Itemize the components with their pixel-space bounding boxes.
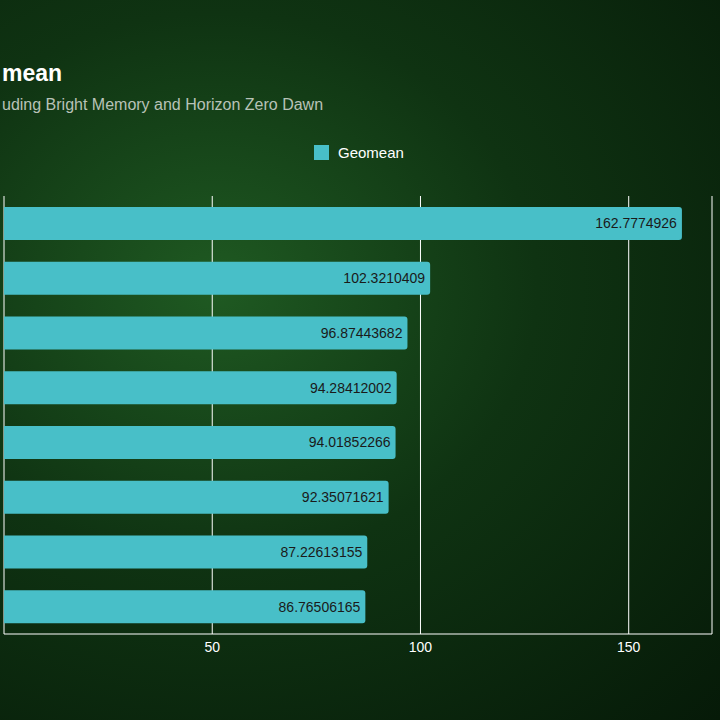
svg-text:100: 100	[409, 639, 433, 655]
svg-text:92.35071621: 92.35071621	[302, 489, 384, 505]
svg-text:162.7774926: 162.7774926	[595, 215, 677, 231]
svg-text:96.87443682: 96.87443682	[321, 325, 403, 341]
svg-text:50: 50	[204, 639, 220, 655]
html-text:Geomean: Geomean	[338, 144, 404, 161]
html-text:mean: mean	[2, 60, 63, 86]
svg-text:86.76506165: 86.76506165	[279, 599, 361, 615]
svg-text:102.3210409: 102.3210409	[343, 270, 425, 286]
svg-text:94.01852266: 94.01852266	[309, 434, 391, 450]
svg-text:94.28412002: 94.28412002	[310, 380, 392, 396]
html-text:uding Bright Memory and Horizo: uding Bright Memory and Horizon Zero Daw…	[2, 96, 323, 113]
svg-text:87.22613155: 87.22613155	[281, 544, 363, 560]
svg-text:150: 150	[617, 639, 641, 655]
